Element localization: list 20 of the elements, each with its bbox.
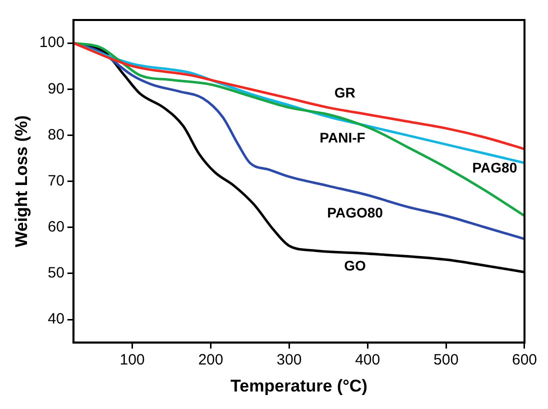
x-tick-label: 500 <box>434 352 459 369</box>
y-tick-label: 80 <box>48 126 64 144</box>
x-tick-label: 100 <box>120 352 145 369</box>
series-label: GO <box>344 257 366 274</box>
series-label: GR <box>334 84 356 101</box>
x-tick-label: 400 <box>355 352 380 369</box>
x-tick-label: 200 <box>198 352 224 369</box>
y-tick-label: 100 <box>39 34 64 52</box>
y-tick-label: 60 <box>48 218 64 236</box>
x-tick-label: 300 <box>276 352 302 369</box>
x-tick-label: 600 <box>512 352 537 369</box>
series-label: PANI-F <box>320 129 366 146</box>
y-tick-label: 40 <box>48 310 64 328</box>
y-axis-title: Weight Loss (%) <box>12 115 31 248</box>
series-label: PAGO80 <box>327 204 384 220</box>
y-tick-label: 90 <box>48 80 64 98</box>
series-label: PAG80 <box>472 159 518 176</box>
x-axis-title: Temperature (°C) <box>230 376 368 396</box>
y-tick-label: 50 <box>48 264 64 282</box>
y-tick-label: 70 <box>48 172 64 190</box>
